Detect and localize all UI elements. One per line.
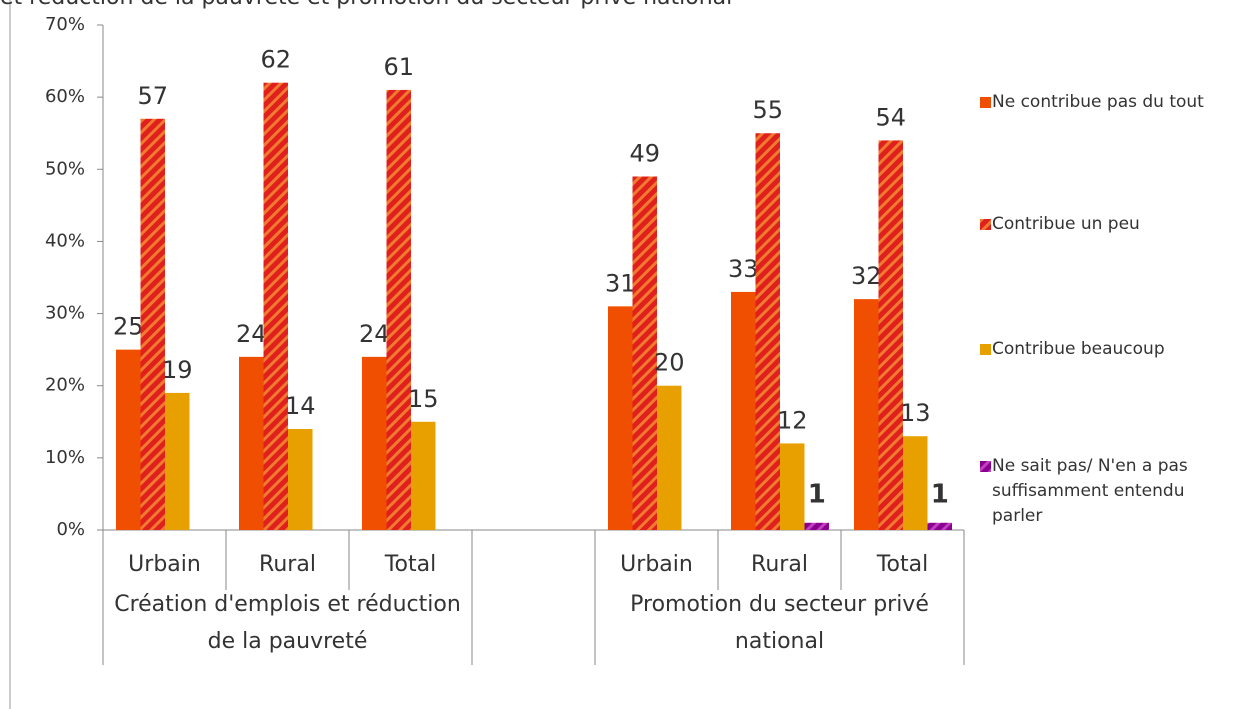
data-label: 1	[931, 479, 949, 509]
data-label: 24	[359, 320, 390, 348]
y-tick-label: 70%	[45, 14, 85, 35]
bar	[927, 522, 952, 530]
data-label: 61	[383, 53, 414, 81]
bar	[804, 522, 829, 530]
data-label: 1	[808, 479, 826, 509]
data-label: 19	[162, 356, 193, 384]
x-tick-label: Urbain	[620, 552, 693, 577]
legend-label: Ne sait pas/ N'en a pas suffisamment ent…	[992, 456, 1188, 526]
chart-title: et réduction de la pauvreté et promotion…	[0, 0, 732, 10]
data-label: 20	[654, 349, 685, 377]
y-tick-label: 30%	[45, 303, 85, 324]
legend-swatch	[980, 461, 991, 472]
group-label: Promotion du secteur privé national	[630, 592, 929, 654]
data-label: 49	[629, 140, 660, 168]
data-label: 15	[408, 385, 439, 413]
bar	[362, 356, 387, 530]
legend-swatch	[980, 97, 991, 108]
bar	[411, 421, 436, 530]
x-tick-label: Rural	[751, 552, 808, 577]
y-tick-label: 40%	[45, 230, 85, 251]
y-tick-label: 10%	[45, 447, 85, 468]
data-label: 12	[777, 406, 808, 434]
data-label: 25	[113, 313, 144, 341]
data-label: 57	[137, 82, 168, 110]
data-label: 32	[851, 262, 882, 290]
bar	[632, 176, 657, 530]
legend-swatch	[980, 344, 991, 355]
bar	[657, 385, 682, 530]
data-label: 33	[728, 255, 759, 283]
x-tick-label: Urbain	[128, 552, 201, 577]
y-tick-label: 60%	[45, 86, 85, 107]
x-tick-label: Total	[876, 552, 928, 577]
data-label: 55	[752, 96, 783, 124]
group-label: Création d'emplois et réduction de la pa…	[114, 592, 461, 654]
bar	[140, 118, 165, 531]
bar	[854, 299, 879, 530]
bar	[165, 392, 190, 530]
legend-label: Ne contribue pas du tout	[992, 92, 1204, 112]
bar	[386, 89, 411, 530]
data-label: 24	[236, 320, 267, 348]
bar	[780, 443, 805, 530]
y-tick-label: 20%	[45, 375, 85, 396]
data-label: 62	[260, 46, 291, 74]
y-tick-label: 0%	[56, 519, 85, 540]
bar	[731, 291, 756, 530]
legend-label: Contribue un peu	[992, 214, 1140, 234]
bar	[608, 306, 633, 530]
data-label: 13	[900, 399, 931, 427]
bar	[755, 133, 780, 530]
bar	[288, 429, 313, 530]
legend-swatch	[980, 219, 991, 230]
y-tick-label: 50%	[45, 158, 85, 179]
bar	[239, 356, 264, 530]
data-label: 14	[285, 392, 316, 420]
bar	[116, 349, 141, 530]
data-label: 54	[875, 103, 906, 131]
legend-label: Contribue beaucoup	[992, 339, 1165, 359]
bar	[903, 436, 928, 530]
x-tick-label: Total	[384, 552, 436, 577]
data-label: 31	[605, 269, 636, 297]
bar	[263, 82, 288, 530]
bar	[878, 140, 903, 530]
x-tick-label: Rural	[259, 552, 316, 577]
